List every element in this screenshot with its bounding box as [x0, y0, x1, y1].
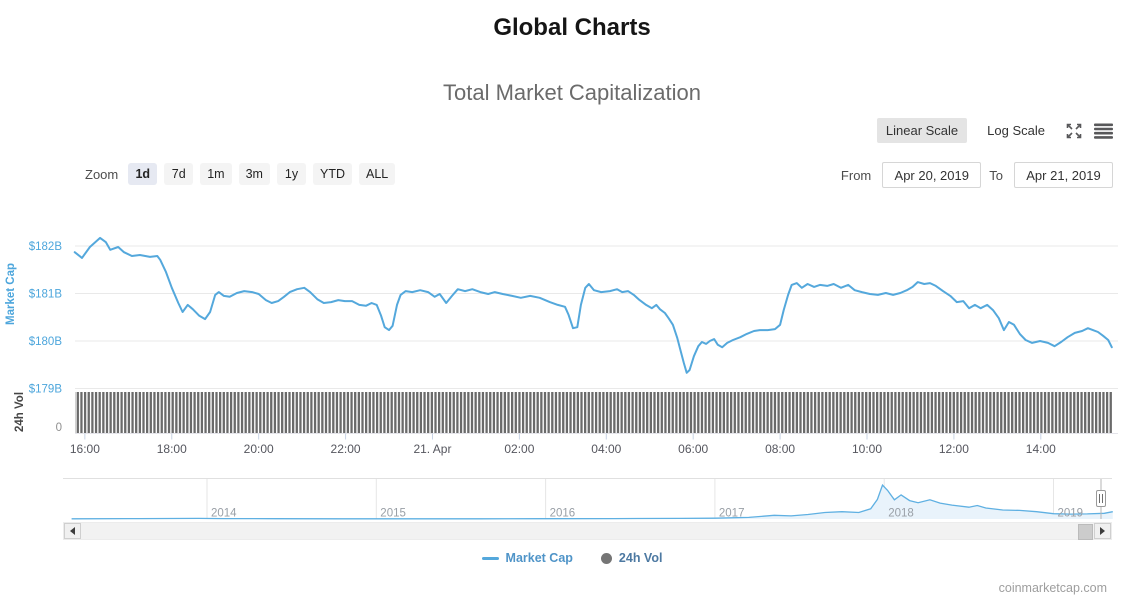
- legend-item-24h-vol[interactable]: 24h Vol: [600, 551, 663, 565]
- linear-scale-button[interactable]: Linear Scale: [876, 118, 968, 143]
- menu-icon[interactable]: [1094, 123, 1113, 139]
- navigator[interactable]: 2014 2015 2016 2017 2018 2019: [0, 478, 1144, 520]
- x-axis-label: 14:00: [1026, 442, 1056, 456]
- navigator-scrollbar[interactable]: [63, 522, 1112, 540]
- zoom-button-1y[interactable]: 1y: [276, 163, 306, 185]
- log-scale-button[interactable]: Log Scale: [987, 123, 1045, 138]
- main-chart: $182B$181B$180B$179B Market Cap 24h Vol …: [5, 236, 1118, 456]
- fullscreen-icon[interactable]: [1065, 122, 1083, 140]
- to-date-input[interactable]: [1014, 162, 1113, 188]
- navigator-year-label: 2018: [888, 508, 914, 520]
- navigator-area: [71, 485, 1113, 519]
- market-cap-line: [73, 236, 1113, 374]
- y-axis-label: $182B: [29, 241, 63, 253]
- navigator-year-label: 2015: [380, 508, 406, 520]
- scrollbar-thumb[interactable]: [1078, 524, 1093, 540]
- chart-title: Total Market Capitalization: [442, 80, 701, 105]
- x-axis-label: 21. Apr: [413, 442, 451, 456]
- page-title: Global Charts: [493, 14, 651, 41]
- y-axis-label: $181B: [29, 289, 63, 301]
- legend-label-market-cap: Market Cap: [505, 551, 573, 565]
- y-axis-labels: $182B $181B $180B $179B: [29, 241, 63, 396]
- zoom-button-all[interactable]: ALL: [358, 163, 396, 185]
- x-axis-label: 22:00: [331, 442, 361, 456]
- volume-bars: [75, 392, 1112, 433]
- x-axis-label: 08:00: [765, 442, 795, 456]
- scrollbar-right-arrow[interactable]: [1094, 523, 1111, 539]
- volume-zero-label: 0: [56, 422, 62, 434]
- zoom-button-ytd[interactable]: YTD: [312, 163, 352, 185]
- y-gridlines: [75, 245, 1118, 389]
- watermark: coinmarketcap.com: [998, 581, 1107, 595]
- x-axis-label: 04:00: [591, 442, 621, 456]
- legend-label-24h-vol: 24h Vol: [618, 551, 663, 565]
- x-axis-label: 02:00: [504, 442, 534, 456]
- scale-toggle-row: Linear Scale Log Scale: [876, 117, 1113, 144]
- from-label: From: [840, 167, 872, 183]
- navigator-year-label: 2014: [211, 508, 237, 520]
- x-axis-label: 12:00: [939, 442, 969, 456]
- navigator-year-label: 2016: [550, 508, 576, 520]
- zoom-label: Zoom: [85, 166, 119, 182]
- to-label: To: [989, 167, 1003, 183]
- x-axis-label: 16:00: [70, 442, 100, 456]
- navigator-line: [71, 483, 1113, 520]
- from-date-input[interactable]: [882, 162, 982, 188]
- x-axis-labels: 16:00 18:00 20:00 22:00 21. Apr 02:00 04:00 06:…: [70, 442, 1056, 456]
- right-triangle-icon: [1100, 527, 1105, 535]
- vol-dot-swatch: [600, 552, 612, 564]
- market-cap-line-swatch: [481, 556, 499, 560]
- legend-item-market-cap[interactable]: Market Cap: [481, 551, 573, 565]
- zoom-button-3m[interactable]: 3m: [238, 163, 270, 185]
- y-axis-label: $179B: [29, 384, 63, 396]
- y-axis-label: $180B: [29, 336, 63, 348]
- date-range-row: From To: [841, 162, 1113, 188]
- x-axis-label: 20:00: [244, 442, 274, 456]
- zoom-button-1m[interactable]: 1m: [200, 163, 232, 185]
- y-axis-title: Market Cap: [5, 263, 17, 325]
- x-axis-label: 06:00: [678, 442, 708, 456]
- zoom-button-1d[interactable]: 1d: [128, 163, 158, 185]
- x-axis-ticks: [84, 433, 1042, 440]
- zoom-buttons-group: 1d 7d 1m 3m 1y YTD ALL: [128, 163, 396, 185]
- volume-axis-title: 24h Vol: [14, 392, 26, 432]
- navigator-handle[interactable]: [1096, 490, 1106, 507]
- scrollbar-left-arrow[interactable]: [64, 523, 81, 539]
- navigator-year-labels: 2014 2015 2016 2017 2018 2019: [211, 508, 1083, 520]
- zoom-button-row: Zoom 1d 7d 1m 3m 1y YTD ALL: [85, 163, 396, 185]
- chart-legend: Market Cap 24h Vol: [0, 551, 1144, 565]
- x-axis-label: 18:00: [157, 442, 187, 456]
- left-triangle-icon: [70, 527, 75, 535]
- x-axis-label: 10:00: [852, 442, 882, 456]
- zoom-button-7d[interactable]: 7d: [164, 163, 194, 185]
- navigator-year-label: 2019: [1058, 508, 1084, 520]
- navigator-year-label: 2017: [719, 508, 745, 520]
